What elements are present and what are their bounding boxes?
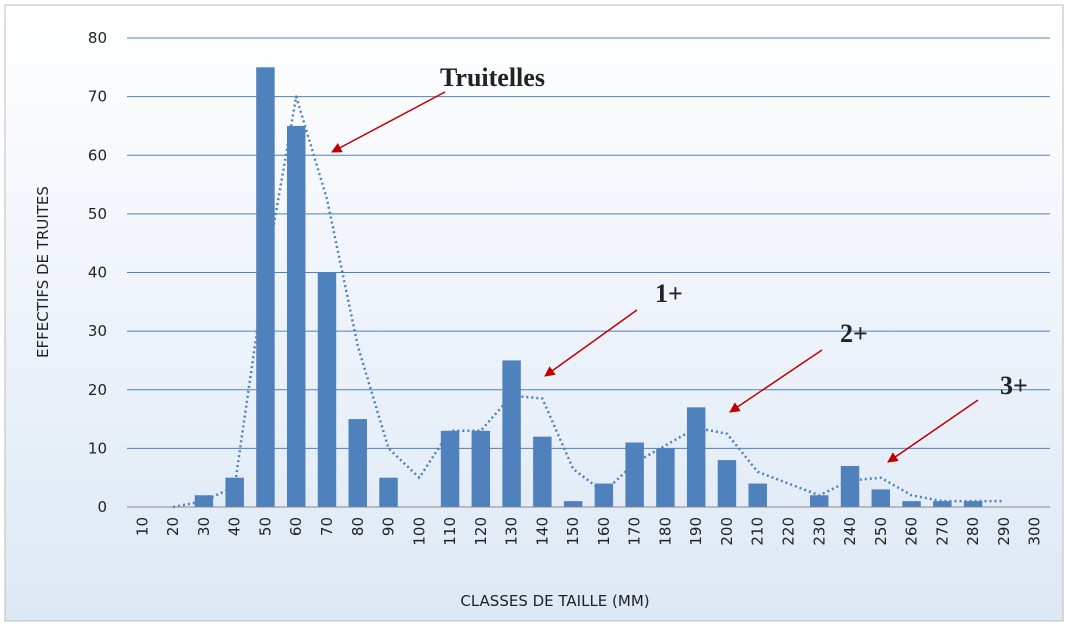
arrow bbox=[544, 309, 638, 377]
x-tick-label: 300 bbox=[1026, 517, 1044, 546]
bar bbox=[933, 501, 952, 507]
x-tick-label: 110 bbox=[441, 517, 459, 546]
arrow bbox=[887, 399, 979, 463]
x-tick-label: 230 bbox=[810, 517, 828, 546]
y-tick-label: 40 bbox=[88, 264, 107, 282]
y-tick-label: 30 bbox=[88, 322, 107, 340]
bar bbox=[686, 407, 706, 507]
x-tick-label: 170 bbox=[626, 517, 644, 546]
arrow bbox=[729, 349, 823, 413]
chart-background bbox=[4, 4, 1064, 622]
x-tick-label: 270 bbox=[933, 517, 951, 546]
bar bbox=[902, 501, 921, 507]
bar bbox=[840, 465, 860, 507]
x-tick-label: 240 bbox=[841, 517, 859, 546]
x-tick-label: 60 bbox=[287, 517, 305, 536]
x-tick-label: 180 bbox=[656, 517, 674, 546]
x-tick-label: 120 bbox=[472, 517, 490, 546]
bar bbox=[471, 430, 491, 507]
trend-line bbox=[172, 95, 1004, 509]
annotation: 1+ bbox=[655, 279, 683, 308]
x-tick-label: 160 bbox=[595, 517, 613, 546]
x-tick-label: 70 bbox=[318, 517, 336, 536]
arrow bbox=[331, 91, 446, 153]
bar bbox=[502, 360, 521, 507]
x-tick-label: 50 bbox=[256, 517, 274, 536]
y-tick-label: 70 bbox=[88, 88, 107, 106]
bar bbox=[717, 460, 737, 507]
x-tick-label: 200 bbox=[718, 517, 736, 546]
y-tick-label: 0 bbox=[97, 498, 107, 516]
x-tick-label: 10 bbox=[133, 517, 151, 536]
bar bbox=[256, 67, 275, 507]
annotation: 2+ bbox=[840, 319, 868, 348]
x-tick-label: 100 bbox=[410, 517, 428, 546]
bar bbox=[871, 489, 891, 507]
y-tick-label: 50 bbox=[88, 205, 107, 223]
x-tick-label: 250 bbox=[872, 517, 890, 546]
bar bbox=[625, 442, 644, 507]
bar bbox=[594, 483, 614, 507]
annotation: 3+ bbox=[1000, 371, 1028, 400]
bar bbox=[563, 501, 583, 507]
y-tick-label: 10 bbox=[88, 439, 107, 457]
bar bbox=[225, 477, 244, 507]
x-tick-label: 30 bbox=[195, 517, 213, 536]
y-tick-label: 80 bbox=[88, 29, 107, 47]
x-tick-label: 190 bbox=[687, 517, 705, 546]
x-tick-label: 40 bbox=[226, 517, 244, 536]
annotation: Truitelles bbox=[440, 63, 545, 92]
x-tick-label: 80 bbox=[349, 517, 367, 536]
bar bbox=[656, 448, 675, 507]
bar bbox=[348, 419, 367, 507]
x-tick-label: 280 bbox=[964, 517, 982, 546]
bar bbox=[810, 495, 829, 507]
bar bbox=[286, 125, 306, 507]
y-tick-label: 60 bbox=[88, 146, 107, 164]
bar bbox=[317, 272, 337, 507]
y-axis-title: EFFECTIFS DE TRUITES bbox=[34, 186, 52, 358]
bar bbox=[533, 436, 552, 507]
x-tick-label: 130 bbox=[503, 517, 521, 546]
bar bbox=[440, 430, 460, 507]
x-tick-label: 290 bbox=[995, 517, 1013, 546]
x-tick-label: 20 bbox=[164, 517, 182, 536]
bar bbox=[963, 501, 983, 507]
x-axis-title: CLASSES DE TAILLE (MM) bbox=[460, 592, 649, 610]
bar bbox=[748, 483, 767, 507]
plot: 0 10 20 30 40 50 60 70 80 10 20 30 40 50 60 70 80 90 100 11… bbox=[88, 29, 1050, 546]
x-tick-label: 260 bbox=[903, 517, 921, 546]
x-tick-label: 210 bbox=[749, 517, 767, 546]
x-tick-label: 140 bbox=[533, 517, 551, 546]
x-tick-label: 90 bbox=[380, 517, 398, 536]
bar bbox=[379, 477, 398, 507]
y-tick-label: 20 bbox=[88, 381, 107, 399]
x-tick-label: 150 bbox=[564, 517, 582, 546]
x-tick-label: 220 bbox=[779, 517, 797, 546]
